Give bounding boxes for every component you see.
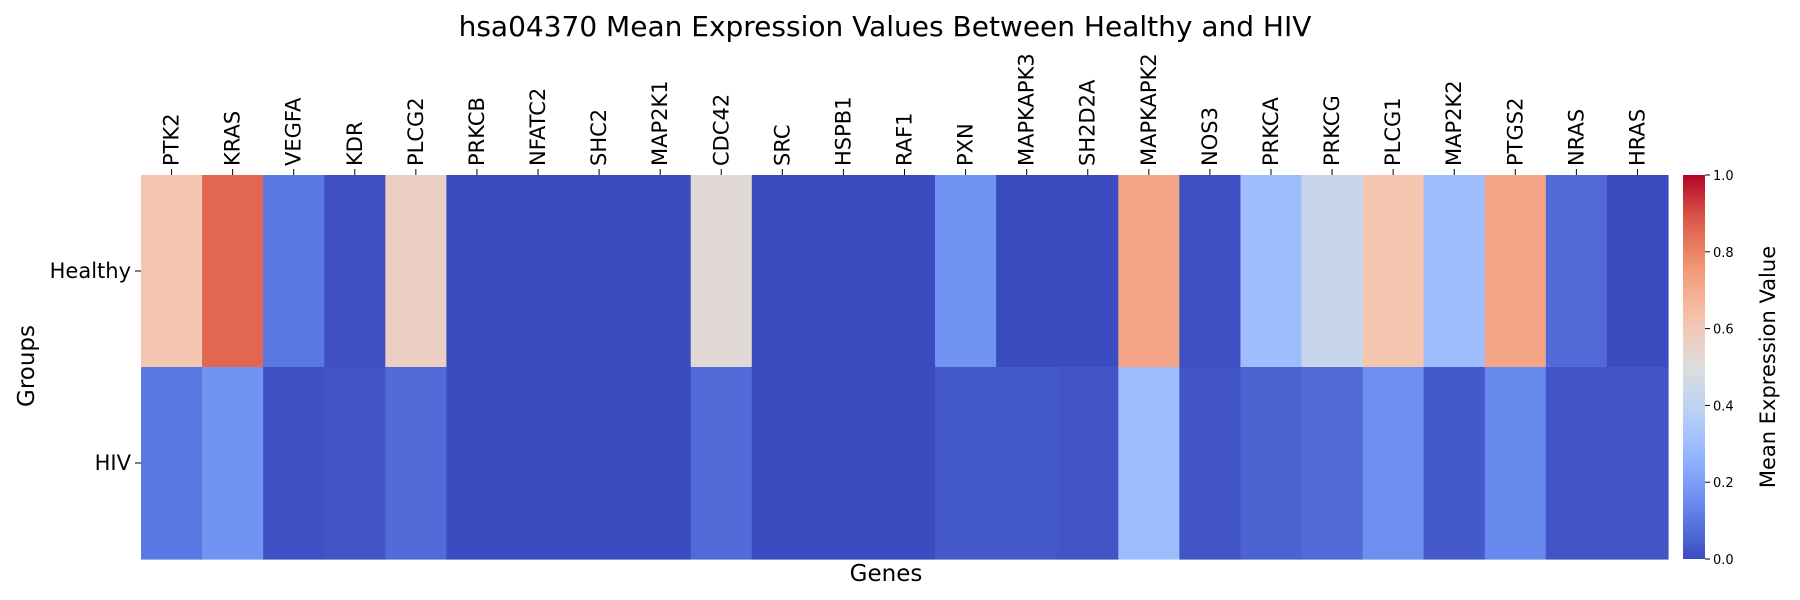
gene-label: RAF1 (893, 112, 917, 166)
gene-label: MAP2K1 (648, 80, 672, 166)
gene-label: PXN (954, 123, 978, 166)
heatmap-cell (507, 175, 570, 368)
gene-label: SHC2 (587, 109, 611, 166)
heatmap-cell (324, 175, 386, 368)
heatmap-cell (202, 367, 264, 560)
heatmap-cell (141, 175, 203, 368)
gene-label: PTGS2 (1503, 98, 1527, 166)
heatmap-cell (873, 175, 936, 368)
gene-label: KRAS (221, 111, 245, 166)
heatmap-cell (935, 367, 997, 560)
heatmap-cell (1179, 367, 1242, 560)
heatmap-cell (1301, 175, 1364, 368)
heatmap-cell (446, 367, 509, 560)
heatmap-cell (1057, 175, 1119, 368)
heatmap-cell (1362, 367, 1425, 560)
heatmap-cell (1118, 367, 1180, 560)
heatmap-cell (1545, 175, 1608, 368)
gene-label: CDC42 (709, 94, 733, 166)
heatmap-cell (507, 367, 570, 560)
colorbar-tick-label: 0.0 (1713, 553, 1734, 568)
heatmap-cell (202, 175, 264, 368)
y-axis-label: Groups (14, 325, 40, 407)
gene-labels: PTK2 KRAS VEGFA KDR PLCG2 PRKCB NFATC2 SHC2 MAP2… (160, 53, 1650, 175)
heatmap-cell (690, 367, 753, 560)
heatmap-cell (1484, 175, 1547, 368)
heatmap-cell (141, 367, 203, 560)
gene-label: VEGFA (282, 97, 306, 166)
colorbar-label: Mean Expression Value (1756, 246, 1780, 488)
group-label: HIV (95, 451, 132, 475)
gene-label: MAPKAPK2 (1137, 53, 1161, 166)
gene-label: PRKCG (1320, 95, 1344, 166)
group-label: Healthy (50, 259, 131, 283)
heatmap-cell (324, 367, 386, 560)
gene-label: NRAS (1564, 109, 1588, 166)
heatmap-cell (263, 175, 325, 368)
gene-label: KDR (343, 121, 367, 166)
heatmap-cell (385, 367, 447, 560)
heatmap-cell (812, 175, 875, 368)
heatmap-cell (1179, 175, 1242, 368)
colorbar-ticks: 0.0 0.2 0.4 0.6 0.8 1.0 (1705, 169, 1734, 568)
heatmap-cell (751, 175, 814, 368)
gene-label: NFATC2 (526, 88, 550, 166)
colorbar-tick-label: 0.4 (1713, 399, 1734, 414)
x-axis-label: Genes (850, 561, 923, 587)
heatmap-cell (446, 175, 509, 368)
gene-label: PRKCB (465, 97, 489, 166)
heatmap-cell (812, 367, 875, 560)
heatmap-cell (1484, 367, 1547, 560)
heatmap-cell (690, 175, 753, 368)
heatmap-cell (1240, 175, 1303, 368)
group-labels: Healthy HIV (50, 259, 141, 475)
gene-label: PTK2 (160, 113, 184, 166)
gene-label: HSPB1 (831, 96, 855, 166)
gene-label: PLCG1 (1381, 97, 1405, 166)
heatmap-cell (935, 175, 997, 368)
heatmap-cell (568, 367, 631, 560)
gene-label: SRC (770, 124, 794, 166)
heatmap-cell (385, 175, 447, 368)
heatmap-cell (263, 367, 325, 560)
colorbar (1683, 175, 1705, 559)
gene-label: MAP2K2 (1442, 80, 1466, 166)
heatmap-cell (629, 367, 692, 560)
heatmap-cell (1057, 367, 1119, 560)
heatmap-cell (996, 175, 1058, 368)
heatmap-cell (1606, 367, 1669, 560)
gene-label: SH2D2A (1076, 79, 1100, 166)
colorbar-tick-label: 1.0 (1713, 169, 1734, 184)
heatmap-cell (751, 367, 814, 560)
heatmap-cells (141, 175, 1669, 560)
heatmap-cell (1301, 367, 1364, 560)
heatmap-cell (873, 367, 936, 560)
colorbar-tick-label: 0.6 (1713, 323, 1734, 338)
chart-title: hsa04370 Mean Expression Values Between … (459, 10, 1312, 43)
heatmap-cell (1362, 175, 1425, 368)
heatmap-cell (568, 175, 631, 368)
colorbar-tick-label: 0.8 (1713, 246, 1734, 261)
colorbar-tick-label: 0.2 (1713, 476, 1734, 491)
heatmap-cell (629, 175, 692, 368)
heatmap-cell (1606, 175, 1669, 368)
heatmap-cell (1423, 367, 1486, 560)
gene-label: NOS3 (1198, 107, 1222, 166)
heatmap-cell (1423, 175, 1486, 368)
heatmap-cell (1118, 175, 1180, 368)
heatmap-cell (1240, 367, 1303, 560)
gene-label: MAPKAPK3 (1015, 53, 1039, 166)
gene-label: HRAS (1626, 109, 1650, 166)
gene-label: PRKCA (1259, 96, 1283, 166)
gene-label: PLCG2 (404, 97, 428, 166)
heatmap-cell (1545, 367, 1608, 560)
heatmap-cell (996, 367, 1058, 560)
